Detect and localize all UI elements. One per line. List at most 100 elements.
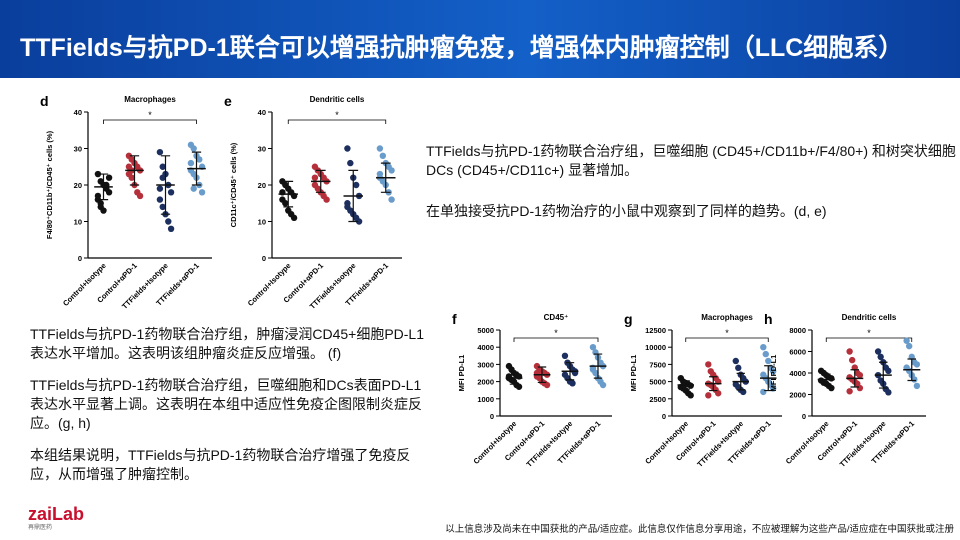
y-tick-label: 2500 [649, 395, 666, 404]
y-tick-label: 0 [78, 254, 82, 263]
data-point [156, 185, 164, 192]
y-axis-label: MFI PD-L1 [629, 355, 638, 392]
y-tick-label: 5000 [477, 326, 494, 335]
data-point [159, 203, 166, 211]
chart-title: CD45⁺ [544, 313, 569, 322]
error-bar [98, 173, 109, 201]
error-bar [764, 365, 773, 392]
significance-bracket [825, 337, 913, 342]
data-point [874, 348, 882, 355]
data-point [167, 225, 175, 232]
data-point [903, 337, 910, 344]
y-tick-label: 0 [802, 412, 806, 421]
data-point [282, 200, 289, 207]
data-point [705, 361, 712, 368]
y-tick-label: 20 [258, 181, 266, 190]
data-point [561, 352, 569, 359]
y-tick-label: 7500 [649, 360, 666, 369]
data-point [856, 371, 864, 379]
data-point [159, 163, 166, 170]
data-point [770, 368, 777, 375]
data-point [376, 170, 384, 178]
data-point [905, 342, 913, 350]
data-point [735, 364, 742, 372]
error-bar [565, 362, 575, 381]
data-point [156, 148, 164, 156]
error-bar [709, 376, 718, 392]
data-point [347, 159, 354, 167]
data-point [105, 174, 113, 181]
data-point [848, 356, 856, 364]
data-point [156, 196, 164, 203]
data-point [355, 218, 363, 225]
data-point [846, 388, 853, 395]
error-bar [821, 373, 831, 386]
chart-title: Macrophages [701, 313, 753, 322]
chart-title: Macrophages [124, 95, 176, 104]
y-axis-label: F4/80⁺CD11b⁺/CD45⁺ cells (%) [45, 130, 54, 239]
data-point [543, 381, 551, 389]
y-tick-label: 3000 [477, 360, 494, 369]
data-point [592, 369, 599, 377]
y-tick-label: 10 [74, 218, 82, 227]
data-point [762, 350, 769, 358]
data-point [105, 189, 113, 196]
y-tick-label: 6000 [789, 348, 806, 357]
error-bar [129, 155, 140, 186]
paragraph: TTFields与抗PD-1药物联合治疗组，巨噬细胞 (CD45+/CD11b+… [426, 143, 956, 178]
data-point [94, 170, 102, 178]
data-point [705, 392, 712, 399]
data-point [760, 388, 767, 396]
significance-label: * [725, 328, 729, 338]
logo-name: zaiLab [28, 504, 85, 524]
error-bar [681, 380, 690, 390]
error-bar [593, 353, 603, 379]
y-tick-label: 4000 [789, 369, 806, 378]
y-tick-label: 30 [258, 145, 266, 154]
data-point [913, 382, 921, 390]
data-point [323, 196, 330, 203]
error-bar [736, 372, 745, 391]
data-point [388, 196, 395, 203]
data-point [765, 357, 772, 365]
paragraph: 本组结果说明，TTFields与抗PD-1药物联合治疗增强了免疫反应，从而增强了… [30, 447, 411, 482]
significance-bracket [685, 337, 769, 342]
logo-sub: 再鼎医药 [28, 525, 53, 531]
data-point [828, 384, 835, 392]
data-point [198, 189, 206, 196]
y-tick-label: 4000 [477, 343, 494, 352]
paragraph: 在单独接受抗PD-1药物治疗的小鼠中观察到了同样的趋势。(d, e) [426, 203, 827, 219]
data-point [128, 174, 135, 181]
error-bar [160, 155, 171, 215]
data-point [856, 384, 864, 392]
error-bar [537, 366, 547, 384]
error-bar [283, 180, 294, 208]
y-tick-label: 5000 [649, 378, 666, 387]
y-tick-label: 10000 [645, 343, 666, 352]
significance-bracket [287, 119, 387, 124]
data-point [376, 145, 384, 152]
data-point [187, 159, 195, 167]
data-point [828, 375, 835, 382]
slide-title: TTFields与抗PD-1联合可以增强抗肿瘤免疫，增强体内肿瘤控制（LLC细胞… [20, 34, 904, 62]
data-point [913, 361, 921, 368]
logo: zaiLab 再鼎医药 [28, 504, 84, 531]
chart-title: Dendritic cells [310, 95, 365, 104]
significance-label: * [148, 110, 152, 120]
data-point [344, 145, 351, 152]
data-point [388, 167, 395, 174]
y-tick-label: 2000 [789, 391, 806, 400]
panel-label: g [624, 311, 633, 327]
data-point [885, 389, 892, 396]
data-point [190, 185, 197, 192]
data-point [379, 152, 387, 159]
y-tick-label: 1000 [477, 395, 494, 404]
data-point [167, 189, 175, 196]
error-bar [878, 361, 888, 389]
panel-label: e [224, 93, 232, 109]
panel-label: f [452, 311, 457, 327]
data-point [846, 348, 853, 355]
paragraph: TTFields与抗PD-1药物联合治疗组，巨噬细胞和DCs表面PD-L1表达水… [30, 377, 422, 431]
y-tick-label: 40 [74, 108, 82, 117]
significance-bracket [513, 337, 599, 342]
